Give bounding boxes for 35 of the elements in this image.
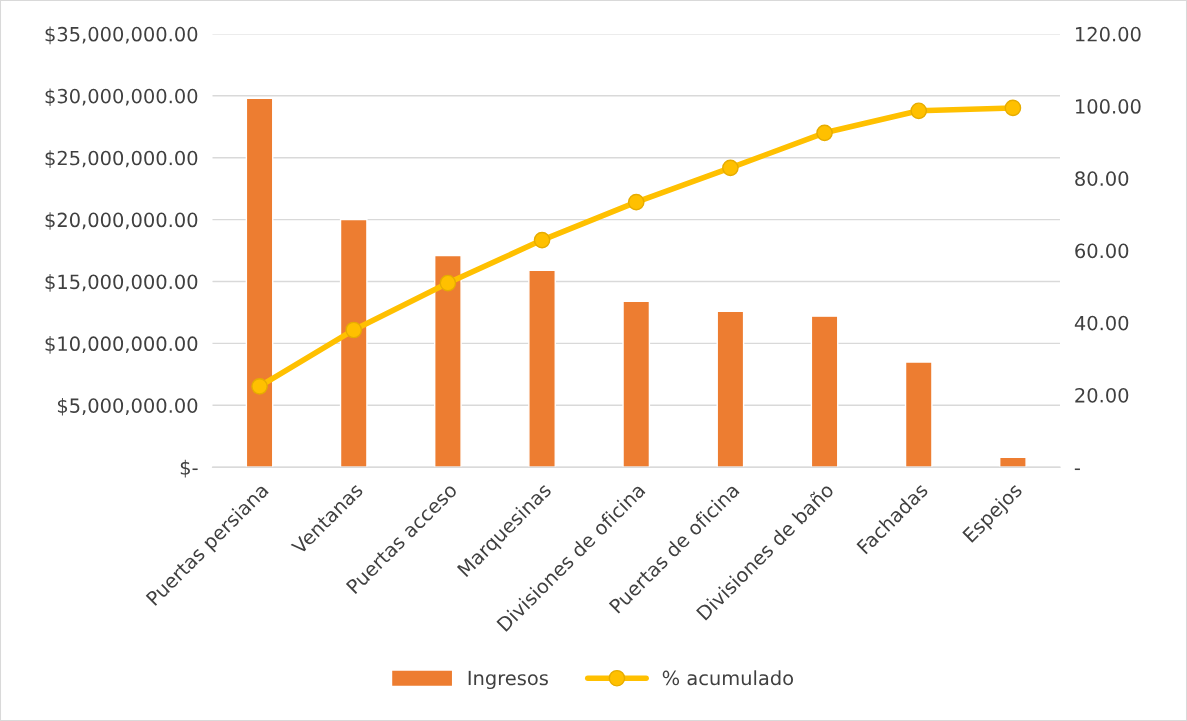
- y-tick-label: $15,000,000.00: [45, 274, 198, 292]
- bar: [716, 310, 745, 468]
- y-tick-label: $30,000,000.00: [45, 88, 198, 107]
- bar: [999, 456, 1027, 468]
- y2-tick-label: 60.00: [1075, 243, 1129, 259]
- bar: [434, 254, 462, 468]
- point: [722, 159, 739, 177]
- y2-tick-label: 40.00: [1074, 315, 1129, 331]
- y-tick-label: $20,000,000.00: [45, 212, 198, 230]
- y-tick-label: $5,000,000.00: [57, 397, 198, 416]
- bar: [245, 97, 274, 468]
- legend-label: Ingresos: [468, 670, 548, 690]
- y-tick-label: $35,000,000.00: [45, 26, 198, 45]
- point: [345, 321, 363, 339]
- bar: [810, 315, 839, 468]
- y2-tick-label: 80.00: [1075, 171, 1129, 186]
- point: [251, 377, 268, 395]
- y2-tick-label: 20.00: [1075, 387, 1129, 403]
- bar: [528, 269, 556, 468]
- y-tick-label: $10,000,000.00: [45, 336, 198, 354]
- point: [439, 274, 457, 292]
- point: [627, 193, 645, 211]
- bar: [622, 300, 651, 468]
- y-tick-label: $-: [180, 459, 198, 478]
- y2-tick-label: 120.00: [1076, 26, 1141, 42]
- point: [816, 124, 833, 142]
- y2-tick-label: 100.00: [1076, 99, 1141, 114]
- point: [1004, 99, 1022, 117]
- point: [910, 102, 928, 120]
- y-tick-label: $25,000,000.00: [45, 150, 198, 168]
- legend-label: % acumulado: [662, 670, 794, 686]
- y2-tick-label: -: [1074, 468, 1080, 471]
- bar: [904, 361, 933, 468]
- bar: [339, 218, 368, 468]
- point: [533, 231, 551, 249]
